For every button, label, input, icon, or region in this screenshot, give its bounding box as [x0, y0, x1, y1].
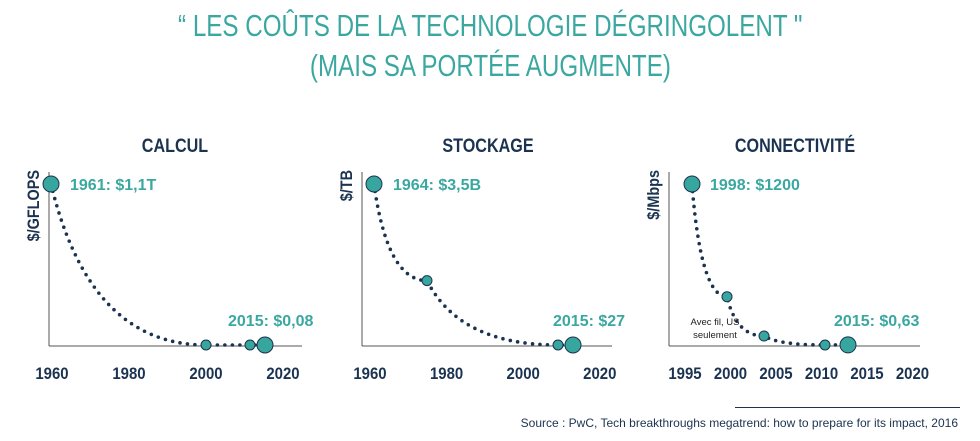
chart-title: CALCUL	[142, 135, 209, 157]
x-tick-label: 2010	[805, 365, 838, 383]
data-point	[43, 176, 59, 192]
y-axis-label: $/Mbps	[645, 170, 663, 220]
data-point	[565, 337, 581, 353]
x-tick-label: 2000	[507, 365, 540, 383]
data-label-start: 1961: $1,1T	[70, 177, 157, 194]
y-axis-label: $/GFLOPS	[25, 170, 43, 241]
data-point	[722, 292, 732, 302]
x-tick-label: 2005	[759, 365, 792, 383]
x-tick-label: 1980	[430, 365, 463, 383]
data-point	[840, 337, 856, 353]
chart-title: STOCKAGE	[442, 135, 533, 157]
data-point	[820, 340, 830, 350]
chart-title: CONNECTIVITÉ	[735, 134, 855, 157]
x-tick-label: 1960	[353, 365, 386, 383]
data-point	[759, 331, 769, 341]
x-tick-label: 2000	[714, 365, 747, 383]
data-point	[553, 340, 563, 350]
annotation-line-1: Avec fil, US	[691, 317, 740, 328]
data-label-end: 2015: $0,08	[228, 313, 314, 330]
data-point	[257, 337, 273, 353]
data-label-start: 1964: $3,5B	[393, 177, 481, 194]
x-tick-label: 1960	[35, 365, 68, 383]
data-point	[201, 340, 211, 350]
data-point	[422, 276, 432, 286]
x-tick-label: 2020	[266, 365, 299, 383]
data-label-start: 1998: $1200	[710, 177, 800, 194]
x-tick-label: 2020	[583, 365, 616, 383]
trend-curve	[374, 184, 573, 345]
data-label-end: 2015: $0,63	[834, 313, 920, 330]
x-tick-label: 1995	[668, 365, 701, 383]
x-tick-label: 2000	[189, 365, 222, 383]
data-label-end: 2015: $27	[553, 313, 625, 330]
x-tick-label: 2020	[896, 365, 929, 383]
source-divider	[735, 407, 960, 408]
source-note: Source : PwC, Tech breakthroughs megatre…	[521, 416, 958, 430]
y-axis-label: $/TB	[338, 170, 356, 201]
x-tick-label: 2015	[850, 365, 883, 383]
data-point	[684, 176, 700, 192]
annotation-line-2: seulement	[693, 330, 737, 341]
data-point	[245, 340, 255, 350]
data-point	[366, 176, 382, 192]
x-tick-label: 1980	[112, 365, 145, 383]
